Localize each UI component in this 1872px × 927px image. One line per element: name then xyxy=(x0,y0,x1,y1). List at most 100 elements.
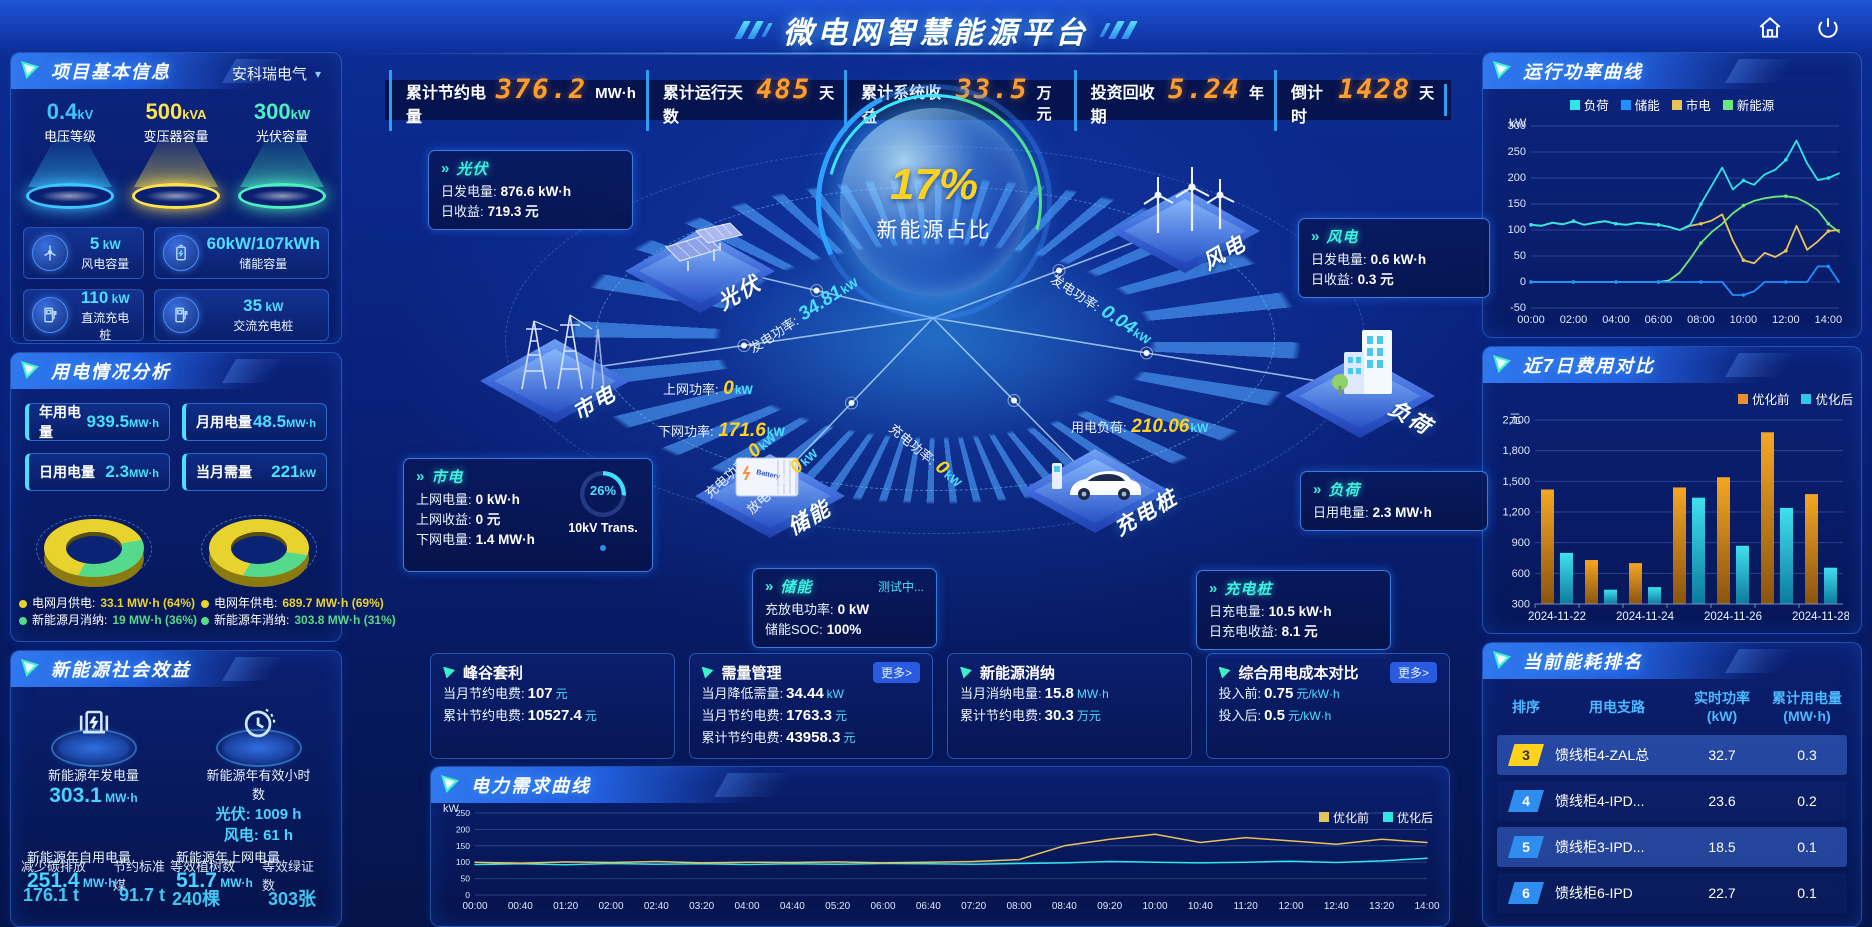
capacity-value: 35 kW xyxy=(243,296,284,315)
home-icon[interactable] xyxy=(1754,12,1786,44)
project-info-panel: 项目基本信息 安科瑞电气 ▾ 0.4kV 电压等级 500kVA 变压器容量 300kW… xyxy=(10,52,342,344)
legend-dot xyxy=(19,599,27,608)
flow-unit: kW xyxy=(766,425,785,439)
eco-ghost-label: 等效绿证数 xyxy=(262,859,315,893)
info-box-title-row: » 光伏 xyxy=(441,158,620,179)
y-axis-unit: kW xyxy=(1509,116,1527,130)
svg-text:2024-11-26: 2024-11-26 xyxy=(1704,611,1762,623)
rank-badge-cell: 6 xyxy=(1497,882,1555,904)
legend-item-新能源[interactable]: 新能源 xyxy=(1722,95,1774,114)
info-box-row: 日用电量: 2.3 MW·h xyxy=(1313,505,1432,520)
rank-badge-cell: 5 xyxy=(1497,836,1555,858)
arrow-icon: » xyxy=(441,160,450,177)
svg-text:08:00: 08:00 xyxy=(1006,901,1031,911)
arrow-icon: » xyxy=(416,468,425,485)
info-box-title: 充电桩 xyxy=(1224,581,1273,598)
card-row: 累计节约电费: 43958.3 元 xyxy=(701,729,856,746)
svg-text:14:00: 14:00 xyxy=(1815,314,1843,326)
svg-text:09:20: 09:20 xyxy=(1097,901,1122,911)
realtime-power: 22.7 xyxy=(1708,885,1736,901)
card-unit: 元 xyxy=(835,709,848,723)
capacity-card: 110 kW 直流充电桩 xyxy=(23,288,144,342)
arrow-icon: » xyxy=(1313,481,1322,498)
info-box-row: 日发电量: 876.6 kW·h xyxy=(441,184,572,199)
table-row[interactable]: 3 馈线柜4-ZAL总 32.7 0.3 xyxy=(1497,735,1847,775)
table-row[interactable]: 4 馈线柜4-IPD... 23.6 0.2 xyxy=(1497,781,1847,821)
legend-item-优化前[interactable]: 优化前 xyxy=(1318,809,1369,826)
donut-charts xyxy=(11,503,341,589)
svg-text:10:00: 10:00 xyxy=(1142,901,1167,911)
svg-text:150: 150 xyxy=(1508,198,1526,210)
legend-item-优化后[interactable]: 优化后 xyxy=(1801,389,1853,408)
node-storage: Battery 储能 xyxy=(690,418,850,540)
card-corner-icon xyxy=(960,666,972,679)
eco-item-label: 新能源年发电量 xyxy=(47,768,139,783)
svg-text:900: 900 xyxy=(1512,537,1530,549)
card-row: 当月节约电费: 107 元 xyxy=(443,685,568,702)
flow-unit: kW xyxy=(1190,421,1209,435)
panel-title: 用电情况分析 xyxy=(51,362,171,382)
power-icon[interactable] xyxy=(1812,12,1844,44)
eco-main-label: 新能源年自用电量 xyxy=(27,850,132,865)
info-box-title: 市电 xyxy=(431,469,464,486)
kpi-item: 投资回收期 5.24 年 xyxy=(1073,69,1274,131)
more-button[interactable]: 更多> xyxy=(872,662,920,683)
info-box-row: 充放电功率: 0 kW xyxy=(765,602,870,617)
usage-stat-value: 2.3MW·h xyxy=(105,462,159,481)
svg-text:600: 600 xyxy=(1512,568,1530,580)
card-row: 投入前: 0.75 元/kW·h xyxy=(1218,685,1340,702)
arrow-icon: » xyxy=(1311,228,1320,245)
company-select[interactable]: 安科瑞电气 ▾ xyxy=(226,61,327,86)
svg-text:12:00: 12:00 xyxy=(1278,901,1303,911)
info-box-row: 下网电量: 1.4 MW·h xyxy=(416,532,535,547)
eco-item-line2: 风电: 61 h xyxy=(223,827,294,844)
flow-name: 上网功率: xyxy=(663,382,723,397)
table-row[interactable]: 6 馈线柜6-IPD 22.7 0.1 xyxy=(1497,873,1847,913)
legend-item-优化后[interactable]: 优化后 xyxy=(1382,809,1433,826)
kpi-item: 倒计时 1428 天 xyxy=(1273,69,1444,131)
info-box-title-row: » 充电桩 xyxy=(1209,578,1378,599)
panel-corner-icon xyxy=(21,61,39,79)
kpi-unit: MW·h xyxy=(595,84,636,102)
benefit-card: 综合用电成本对比 更多> 投入前: 0.75 元/kW·h 投入后: 0.5 元/kW·h xyxy=(1205,653,1450,759)
capacity-label: 交流充电桩 xyxy=(233,319,294,333)
legend-label: 电网月供电: xyxy=(32,596,96,610)
title-decor-right xyxy=(1099,21,1138,39)
card-header: 需量管理 更多> xyxy=(701,662,920,683)
card-corner-icon xyxy=(443,666,455,679)
generation-icon xyxy=(50,701,137,767)
svg-text:06:40: 06:40 xyxy=(916,901,941,911)
usage-stat-value: 48.5MW·h xyxy=(252,412,316,431)
rank-badge: 3 xyxy=(1508,744,1544,766)
eco-item-value: 303.1 MW·h xyxy=(49,784,138,807)
more-button[interactable]: 更多> xyxy=(1389,662,1437,683)
legend-item-负荷[interactable]: 负荷 xyxy=(1569,95,1609,114)
energy-ranking-panel: 当前能耗排名 排序 用电支路 实时功率 (kW) 累计用电量 (MW·h) 3 馈线柜4-… xyxy=(1482,642,1862,927)
legend-item-储能[interactable]: 储能 xyxy=(1620,95,1660,114)
panel-title: 近7日费用对比 xyxy=(1523,356,1656,376)
eco-ghost-label: 节约标准煤 xyxy=(113,859,166,893)
info-box-row: 上网电量: 0 kW·h xyxy=(416,492,520,507)
legend-item-优化前[interactable]: 优化前 xyxy=(1737,389,1789,408)
svg-text:07:20: 07:20 xyxy=(961,901,986,911)
node-grid: 市电 xyxy=(475,303,635,425)
info-box-title: 光伏 xyxy=(456,161,489,178)
svg-text:1,500: 1,500 xyxy=(1502,476,1530,488)
svg-text:03:20: 03:20 xyxy=(689,901,714,911)
card-row: 当月节约电费: 1763.3 元 xyxy=(701,707,848,724)
renewable-share-value: 17% xyxy=(889,160,979,209)
svg-text:250: 250 xyxy=(456,808,470,818)
info-box-title: 储能 xyxy=(780,579,813,596)
usage-stat: 年用电量 939.5MW·h xyxy=(25,403,170,441)
card-row: 累计节约电费: 30.3 万元 xyxy=(960,707,1101,724)
svg-text:02:00: 02:00 xyxy=(1560,314,1588,326)
capacity-card: 60kW/107kWh 储能容量 xyxy=(153,227,329,279)
legend-item-市电[interactable]: 市电 xyxy=(1671,95,1711,114)
legend-swatch xyxy=(1620,100,1631,110)
table-row[interactable]: 5 馈线柜3-IPD... 18.5 0.1 xyxy=(1497,827,1847,867)
eco-pedestal xyxy=(50,729,137,767)
usage-stat-value: 221kW xyxy=(271,462,316,481)
table-header: 排序 用电支路 实时功率 (kW) 累计用电量 (MW·h) xyxy=(1497,689,1847,735)
branch-name: 馈线柜4-IPD... xyxy=(1555,793,1645,809)
card-title: 峰谷套利 xyxy=(463,665,524,682)
